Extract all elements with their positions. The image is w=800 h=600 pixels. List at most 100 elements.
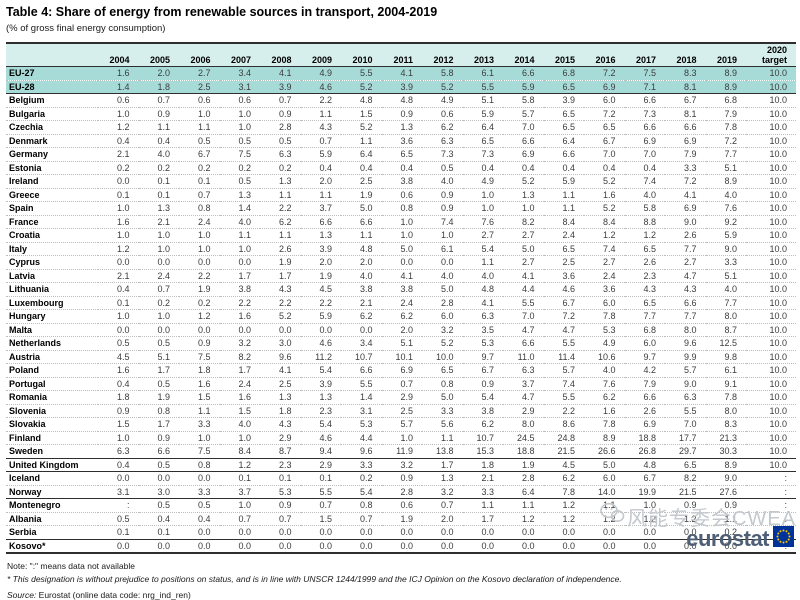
value-cell: 7.7 — [705, 295, 746, 310]
value-cell: 7.4 — [624, 174, 665, 188]
value-cell: 5.4 — [462, 390, 503, 404]
value-cell: 6.4 — [462, 120, 503, 134]
value-cell: 2.4 — [138, 268, 179, 283]
value-cell: 2.1 — [462, 471, 503, 485]
value-cell: 0.5 — [219, 174, 260, 188]
value-cell: 0.4 — [381, 160, 422, 175]
value-cell: 5.0 — [341, 201, 382, 215]
value-cell: 6.2 — [462, 417, 503, 431]
value-cell: 0.4 — [98, 282, 139, 296]
value-cell: 7.0 — [503, 309, 544, 323]
table-row: Hungary 1.0 1.0 1.2 1.6 5.2 5.9 6.2 6.2 6.0 6.3 7.0… — [6, 309, 796, 323]
country-name: Germany — [6, 147, 98, 161]
country-name: Latvia — [6, 268, 98, 283]
eu-flag-icon — [773, 526, 794, 552]
target-cell: 10.0 — [746, 282, 796, 296]
value-cell: 6.0 — [422, 309, 463, 323]
value-cell: 7.4 — [543, 376, 584, 391]
value-cell: 8.9 — [705, 457, 746, 472]
value-cell: 4.3 — [260, 282, 301, 296]
value-cell: 8.0 — [665, 322, 706, 337]
year-header: 2018 — [665, 43, 706, 67]
value-cell: 2.6 — [665, 228, 706, 242]
value-cell: 0.0 — [503, 538, 544, 554]
value-cell: 5.2 — [260, 309, 301, 323]
value-cell: 0.5 — [179, 498, 220, 512]
value-cell: 2.2 — [300, 93, 341, 107]
table-row: Portugal 0.4 0.5 1.6 2.4 2.5 3.9 5.5 0.7 0.8 0.9 3.… — [6, 376, 796, 391]
year-header: 2006 — [179, 43, 220, 67]
value-cell: 1.1 — [503, 498, 544, 512]
value-cell: 2.8 — [503, 471, 544, 485]
value-cell: 10.7 — [462, 430, 503, 445]
value-cell: 0.0 — [98, 538, 139, 554]
value-cell: 0.0 — [260, 525, 301, 539]
country-name: United Kingdom — [6, 457, 98, 472]
value-cell: 1.5 — [219, 403, 260, 418]
value-cell: 3.8 — [462, 403, 503, 418]
value-cell: 3.6 — [584, 282, 625, 296]
note-line: Note: ":" means data not available — [7, 561, 135, 571]
value-cell: 1.5 — [300, 511, 341, 526]
value-cell: 1.6 — [179, 376, 220, 391]
value-cell: 0.0 — [624, 525, 665, 539]
value-cell: 4.3 — [624, 282, 665, 296]
value-cell: 3.2 — [422, 322, 463, 337]
value-cell: 4.0 — [219, 214, 260, 229]
value-cell: 1.0 — [138, 241, 179, 256]
value-cell: 7.7 — [624, 309, 665, 323]
value-cell: 1.3 — [260, 174, 301, 188]
value-cell: 4.8 — [341, 241, 382, 256]
year-header: 2010 — [341, 43, 382, 67]
value-cell: 0.5 — [98, 511, 139, 526]
value-cell: 4.5 — [98, 349, 139, 364]
value-cell: 0.0 — [260, 322, 301, 337]
target-cell: : — [746, 484, 796, 499]
value-cell: 1.0 — [422, 228, 463, 242]
value-cell: 1.0 — [219, 498, 260, 512]
value-cell: 4.3 — [300, 120, 341, 134]
value-cell: 4.7 — [503, 322, 544, 337]
value-cell: 0.1 — [179, 174, 220, 188]
value-cell: 1.6 — [584, 187, 625, 202]
value-cell: 0.0 — [381, 525, 422, 539]
target-cell: 10.0 — [746, 93, 796, 107]
value-cell: 0.9 — [665, 498, 706, 512]
value-cell: 1.0 — [381, 228, 422, 242]
value-cell: 1.4 — [341, 390, 382, 404]
country-name: Czechia — [6, 120, 98, 134]
value-cell: 4.6 — [300, 79, 341, 94]
value-cell: 6.1 — [422, 241, 463, 256]
target-cell: 10.0 — [746, 228, 796, 242]
value-cell: 4.2 — [624, 363, 665, 377]
target-cell: 10.0 — [746, 430, 796, 445]
table-row: Sweden 6.3 6.6 7.5 8.4 8.7 9.4 9.6 11.9 13.8 15.3 1… — [6, 444, 796, 458]
value-cell: 26.6 — [584, 444, 625, 458]
table-row: Romania 1.8 1.9 1.5 1.6 1.3 1.3 1.4 2.9 5.0 5.4 4.7… — [6, 390, 796, 404]
value-cell: 0.0 — [179, 538, 220, 554]
table-row: Slovenia 0.9 0.8 1.1 1.5 1.8 2.3 3.1 2.5 3.3 3.8 2.… — [6, 403, 796, 418]
value-cell: 8.7 — [705, 322, 746, 337]
value-cell: 0.0 — [422, 255, 463, 269]
value-cell: 9.0 — [665, 214, 706, 229]
value-cell: 1.0 — [462, 201, 503, 215]
value-cell: 2.0 — [300, 174, 341, 188]
value-cell: 6.3 — [462, 309, 503, 323]
value-cell: 6.9 — [381, 363, 422, 377]
value-cell: 6.6 — [341, 363, 382, 377]
value-cell: 5.8 — [422, 66, 463, 80]
target-cell: 10.0 — [746, 241, 796, 256]
value-cell: 30.3 — [705, 444, 746, 458]
value-cell: 0.0 — [98, 471, 139, 485]
value-cell: 7.3 — [422, 147, 463, 161]
value-cell: 6.6 — [665, 295, 706, 310]
value-cell: 6.5 — [543, 120, 584, 134]
value-cell: 7.7 — [705, 147, 746, 161]
value-cell: 0.0 — [179, 322, 220, 337]
year-header: 2011 — [381, 43, 422, 67]
value-cell: 7.7 — [665, 309, 706, 323]
value-cell: 0.8 — [422, 376, 463, 391]
table-row: Czechia 1.2 1.1 1.1 1.0 2.8 4.3 5.2 1.3 6.2 6.4 7.0… — [6, 120, 796, 134]
value-cell: 8.6 — [543, 417, 584, 431]
country-name: France — [6, 214, 98, 229]
